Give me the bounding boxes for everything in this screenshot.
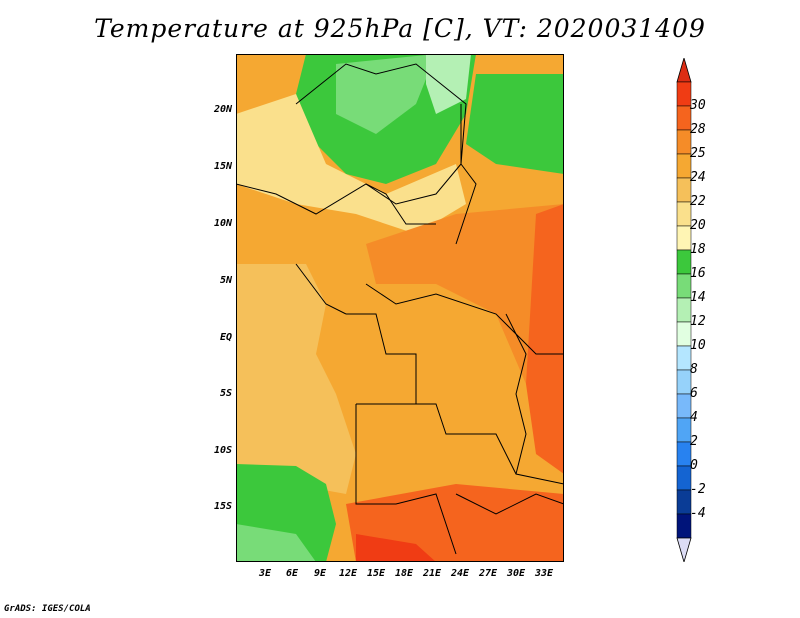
color-bar-label: 30 [690,98,706,113]
color-bar-label: 20 [690,218,706,233]
color-bar-segment [676,417,692,443]
color-bar-label: 24 [690,170,706,185]
credit-text: GrADS: IGES/COLA [4,604,91,614]
color-bar-segment [676,153,692,179]
color-bar-label: 18 [690,242,706,257]
color-bar-label: 25 [690,146,706,161]
lat-label-5n: 5N [219,275,232,286]
lat-label-10s: 10S [213,445,232,456]
color-bar-over-triangle [676,58,692,83]
color-bar-segment [676,297,692,323]
color-bar-segment [676,81,692,107]
color-bar-label: 2 [690,434,698,449]
color-bar-label: 16 [690,266,706,281]
color-bar-segment [676,225,692,251]
color-bar-label: -4 [690,506,706,521]
color-bar-segment [676,393,692,419]
color-bar-label: 22 [690,194,706,209]
color-bar-segment [676,489,692,515]
color-bar-label: 10 [690,338,706,353]
color-bar-label: 0 [690,458,698,473]
lat-label-15s: 15S [213,501,232,512]
lon-label-24e: 24E [450,568,470,579]
ocean-warm-region [236,264,356,494]
color-bar-segment [676,441,692,467]
color-bar-segment [676,129,692,155]
lon-label-21e: 21E [422,568,442,579]
ocean-cooler-region [236,524,316,562]
lon-label-9e: 9E [313,568,327,579]
lon-label-27e: 27E [478,568,498,579]
lat-label-eq: EQ [219,332,232,343]
lon-label-12e: 12E [338,568,358,579]
lon-label-18e: 18E [394,568,414,579]
color-bar-label: 4 [690,410,698,425]
color-bar-segment [676,321,692,347]
color-bar-label: -2 [690,482,706,497]
color-bar [676,58,692,562]
color-bar-label: 14 [690,290,706,305]
southern-hottest-region [356,534,436,562]
color-bar-segment [676,249,692,275]
lat-label-10n: 10N [213,218,232,229]
color-bar-under-triangle [676,537,692,562]
color-bar-segment [676,177,692,203]
country-boundaries [236,63,564,555]
lon-label-33e: 33E [534,568,554,579]
color-bar-segment [676,513,692,539]
sahel-yellow-region [236,94,466,234]
map-frame [236,54,564,562]
temperature-map [236,54,564,562]
color-bar-label: 28 [690,122,706,137]
lon-label-3e: 3E [258,568,272,579]
sahara-cooler-region [336,54,436,134]
color-bar-segment [676,105,692,131]
lat-label-15n: 15N [213,161,232,172]
east-hot-region [526,204,564,474]
color-bar-segment [676,201,692,227]
lat-label-5s: 5S [219,388,232,399]
lon-label-15e: 15E [366,568,386,579]
lon-label-30e: 30E [506,568,526,579]
color-bar-label: 6 [690,386,698,401]
color-bar-segment [676,369,692,395]
color-bar-label: 12 [690,314,706,329]
central-warm-band [366,204,564,414]
lon-label-6e: 6E [285,568,299,579]
color-bar-segment [676,345,692,371]
color-bar-label: 8 [690,362,698,377]
egypt-cool-region [466,74,564,174]
map-title: Temperature at 925hPa [C], VT: 202003140… [94,14,706,43]
lat-label-20n: 20N [213,104,232,115]
color-bar-segment [676,273,692,299]
color-bar-segment [676,465,692,491]
